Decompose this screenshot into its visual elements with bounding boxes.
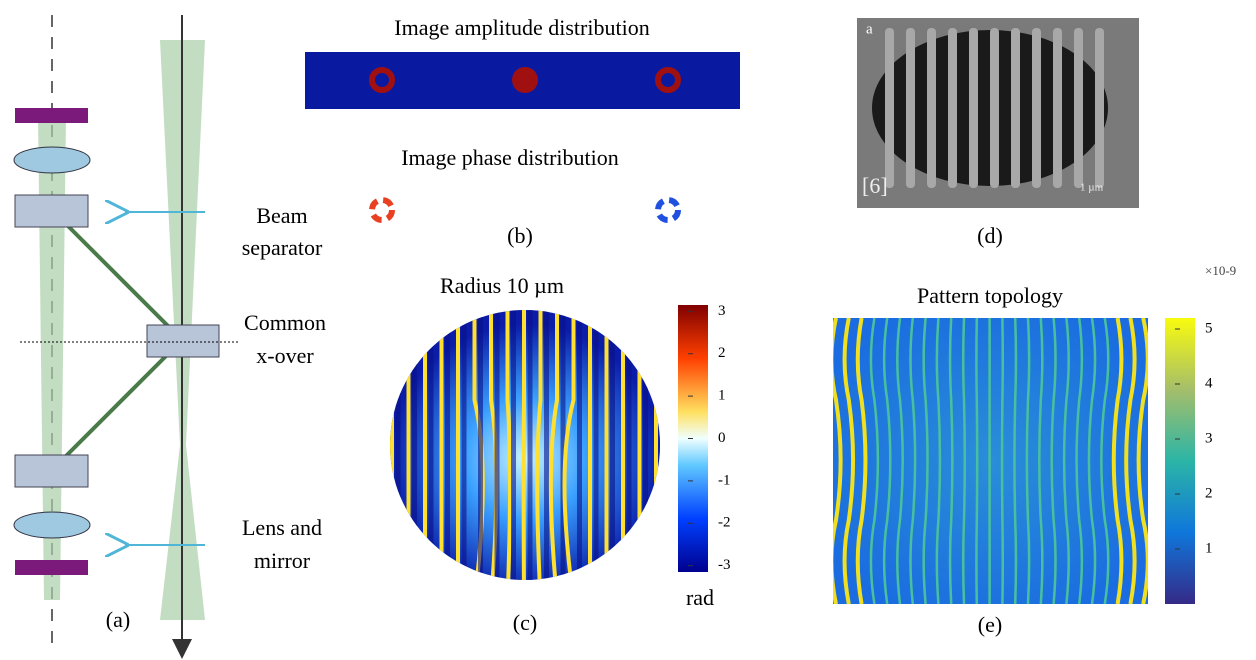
label: x-over	[256, 343, 314, 368]
reference: [6]	[862, 173, 888, 198]
grating-bar	[990, 28, 999, 188]
grating-bar	[1053, 28, 1062, 188]
grating-bar	[927, 28, 936, 188]
tick-label: 0	[718, 430, 726, 446]
fringe	[1002, 318, 1003, 604]
mirror	[15, 560, 88, 575]
unit: rad	[686, 585, 714, 610]
tick-label: -3	[718, 557, 731, 573]
mirror	[15, 108, 88, 123]
tick-label: 4	[1205, 375, 1213, 391]
grating-bar	[1074, 28, 1083, 188]
caption: (d)	[977, 223, 1003, 248]
grating-bar	[1011, 28, 1020, 188]
phase-ring	[658, 200, 678, 220]
corner-label: a	[866, 21, 873, 37]
tick-label: 5	[1205, 320, 1213, 336]
tick-label: 1	[718, 388, 726, 404]
label: Beam	[256, 203, 307, 228]
grating-bar	[1032, 28, 1041, 188]
title: Image amplitude distribution	[394, 15, 649, 40]
panel-b: Image amplitude distribution Image phase…	[305, 15, 740, 248]
tick-label: 1	[1205, 540, 1213, 556]
separator	[15, 195, 88, 227]
phase-ring	[372, 200, 392, 220]
fringe	[976, 318, 977, 604]
label: separator	[242, 235, 323, 260]
caption: (b)	[507, 223, 533, 248]
caption: (a)	[106, 607, 130, 632]
grating-bar	[885, 28, 894, 188]
tick-label: -1	[718, 472, 731, 488]
lens	[14, 147, 90, 173]
grating-bar	[969, 28, 978, 188]
label: Common	[244, 310, 326, 335]
label: Lens and	[242, 515, 322, 540]
colorbar	[1165, 318, 1195, 604]
panel-e: Pattern topology ×10-9 (e)	[831, 263, 1236, 637]
title: Radius 10 µm	[440, 273, 564, 298]
vortex	[512, 67, 538, 93]
tick-label: 3	[1205, 430, 1213, 446]
figure: Beam separator Common x-over Lens and mi…	[0, 0, 1256, 660]
exponent: ×10-9	[1205, 263, 1236, 278]
panel-a: Beam separator Common x-over Lens and mi…	[14, 15, 326, 655]
label: mirror	[254, 548, 311, 573]
scale-label: 1 µm	[1080, 182, 1104, 194]
caption: (c)	[513, 610, 537, 635]
tick-label: 2	[1205, 485, 1213, 501]
separator	[15, 455, 88, 487]
separator	[147, 325, 219, 357]
panel-d: a [6] 1 µm (d)	[857, 18, 1139, 248]
tick-label: 3	[718, 303, 726, 319]
grating-bar	[906, 28, 915, 188]
title: Image phase distribution	[401, 145, 619, 170]
panel-c: Radius 10 µm rad (c)	[390, 273, 714, 635]
lens	[14, 512, 90, 538]
title: Pattern topology	[917, 283, 1063, 308]
tick-label: 2	[718, 345, 726, 361]
tick-label: -2	[718, 515, 731, 531]
caption: (e)	[978, 612, 1002, 637]
grating-bar	[1095, 28, 1104, 188]
grating-bar	[948, 28, 957, 188]
